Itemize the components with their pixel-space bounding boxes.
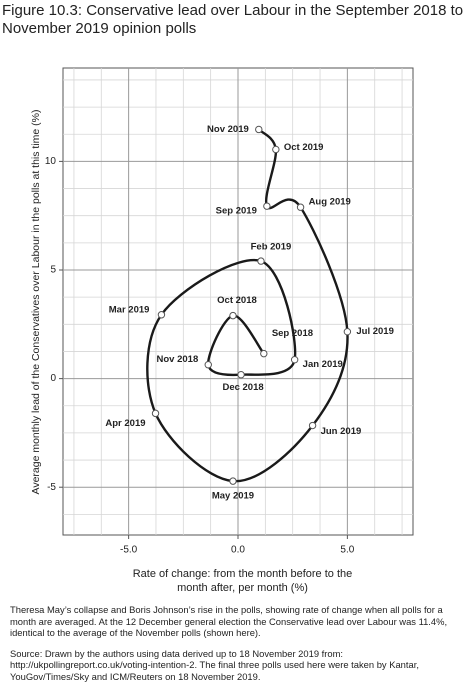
point-label: Sep 2018 — [272, 328, 313, 339]
x-axis-label: Rate of change: from the month before to… — [132, 568, 353, 594]
point — [151, 409, 160, 418]
note: Theresa May’s collapse and Boris Johnson… — [10, 604, 448, 638]
y-axis-label: Average monthly lead of the Conservative… — [30, 109, 42, 494]
y-tick-label: 10 — [45, 156, 57, 167]
point — [257, 257, 265, 265]
point-label: Nov 2018 — [157, 354, 199, 365]
point-label: Mar 2019 — [109, 304, 150, 315]
chart: Average monthly lead of the Conservative… — [30, 67, 414, 556]
point-label: Dec 2018 — [222, 382, 263, 393]
point-label: Nov 2019 — [207, 124, 249, 135]
y-tick-label: 5 — [50, 265, 56, 276]
point-label: Sep 2019 — [216, 206, 257, 217]
x-tick-label: -5.0 — [120, 545, 138, 556]
x-tick-label: 0.0 — [231, 545, 245, 556]
point-label: Aug 2019 — [309, 197, 351, 208]
chart-title: Figure 10.3: Conservative lead over Labo… — [2, 2, 464, 37]
point — [157, 311, 166, 319]
point-label: May 2019 — [212, 491, 254, 502]
point — [255, 125, 263, 134]
point-label: Jun 2019 — [321, 426, 362, 437]
point — [296, 203, 305, 211]
point-label: Feb 2019 — [251, 242, 292, 253]
point-label: Apr 2019 — [105, 418, 145, 429]
point — [260, 349, 268, 358]
note: Source: Drawn by the authors using data … — [10, 647, 419, 682]
point — [204, 361, 212, 369]
point-label: Oct 2018 — [217, 295, 257, 306]
y-tick-label: -5 — [47, 482, 56, 493]
point-label: Oct 2019 — [284, 142, 324, 153]
point — [343, 327, 352, 336]
y-tick-label: 0 — [50, 373, 56, 384]
x-tick-label: 5.0 — [340, 545, 354, 556]
point-label: Jul 2019 — [356, 326, 394, 337]
point — [272, 145, 280, 154]
point — [229, 477, 237, 485]
notes: Theresa May’s collapse and Boris Johnson… — [10, 604, 465, 691]
point — [308, 421, 317, 430]
point — [237, 370, 245, 379]
point-label: Jan 2019 — [303, 359, 343, 370]
trajectory — [146, 128, 349, 483]
point — [263, 202, 271, 210]
point — [229, 311, 237, 320]
point — [290, 356, 299, 364]
